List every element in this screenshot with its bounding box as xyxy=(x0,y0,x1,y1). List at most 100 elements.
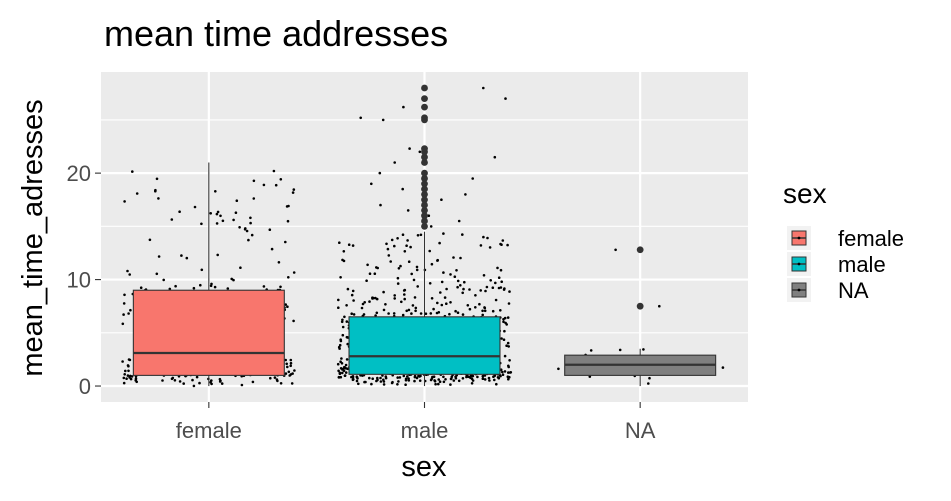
jitter-point xyxy=(557,367,560,371)
jitter-point xyxy=(336,362,340,366)
jitter-point xyxy=(122,376,126,380)
jitter-point xyxy=(148,238,152,242)
jitter-point xyxy=(497,286,501,290)
jitter-point xyxy=(162,278,165,282)
jitter-point xyxy=(135,192,139,195)
jitter-point xyxy=(285,205,289,208)
jitter-point xyxy=(495,382,498,386)
jitter-point xyxy=(658,304,661,308)
jitter-point xyxy=(483,309,487,313)
outlier-point xyxy=(421,153,428,161)
jitter-point xyxy=(209,212,212,215)
jitter-point xyxy=(290,382,294,385)
jitter-point xyxy=(482,274,486,277)
box-female xyxy=(132,162,285,387)
x-tick-label: male xyxy=(401,418,449,443)
jitter-point xyxy=(456,279,460,283)
outlier-point xyxy=(421,217,428,225)
jitter-point xyxy=(379,203,382,207)
jitter-point xyxy=(284,240,287,244)
jitter-point xyxy=(449,383,452,386)
jitter-point xyxy=(126,269,129,273)
outlier-point xyxy=(421,212,428,220)
jitter-point xyxy=(199,283,202,287)
jitter-point xyxy=(215,222,219,225)
jitter-point xyxy=(403,297,407,301)
jitter-point xyxy=(505,323,509,326)
jitter-point xyxy=(214,190,217,193)
jitter-point xyxy=(368,376,371,380)
jitter-point xyxy=(385,242,388,246)
jitter-point xyxy=(389,260,393,263)
jitter-point xyxy=(273,376,277,379)
jitter-point xyxy=(344,371,348,374)
outlier-point xyxy=(421,169,428,177)
jitter-point xyxy=(376,376,379,380)
jitter-point xyxy=(250,233,254,237)
boxes xyxy=(132,84,717,387)
jitter-point xyxy=(337,369,340,373)
jitter-point xyxy=(370,182,373,186)
jitter-point xyxy=(182,382,185,385)
jitter-point xyxy=(487,376,491,380)
jitter-point xyxy=(343,374,347,377)
jitter-point xyxy=(404,383,407,387)
jitter-point xyxy=(232,218,235,222)
jitter-point xyxy=(455,269,458,272)
jitter-point xyxy=(122,313,125,316)
jitter-point xyxy=(284,303,288,306)
jitter-point xyxy=(398,376,402,379)
jitter-point xyxy=(279,285,282,289)
jitter-point xyxy=(438,241,441,245)
jitter-point xyxy=(507,371,510,374)
jitter-point xyxy=(429,312,433,315)
jitter-point xyxy=(489,279,493,282)
jitter-point xyxy=(157,197,160,200)
legend-item: NA xyxy=(787,278,869,303)
jitter-point xyxy=(384,376,388,380)
jitter-point xyxy=(123,373,126,376)
outlier-point xyxy=(421,201,428,209)
jitter-point xyxy=(479,244,483,247)
jitter-point xyxy=(178,210,181,213)
jitter-point xyxy=(419,233,423,237)
jitter-point xyxy=(289,358,293,362)
jitter-point xyxy=(449,301,452,304)
jitter-point xyxy=(379,376,382,380)
jitter-point xyxy=(249,216,252,220)
jitter-point xyxy=(430,297,434,300)
jitter-point xyxy=(405,244,408,247)
jitter-point xyxy=(502,320,505,324)
jitter-point xyxy=(484,289,487,293)
jitter-point xyxy=(401,313,405,317)
jitter-point xyxy=(502,338,506,342)
outlier-point xyxy=(636,302,644,310)
jitter-point xyxy=(396,376,400,379)
jitter-point xyxy=(457,379,461,383)
jitter-point xyxy=(444,378,447,381)
jitter-point xyxy=(411,304,415,307)
jitter-point xyxy=(337,375,341,379)
jitter-point xyxy=(459,284,462,287)
jitter-point xyxy=(397,267,401,270)
jitter-point xyxy=(721,366,725,369)
jitter-point xyxy=(240,383,244,387)
jitter-point xyxy=(339,375,343,379)
jitter-point xyxy=(234,211,238,214)
jitter-point xyxy=(648,376,651,380)
jitter-point xyxy=(471,177,475,180)
jitter-point xyxy=(457,219,461,223)
jitter-point xyxy=(161,379,164,382)
jitter-point xyxy=(343,315,346,319)
jitter-point xyxy=(461,291,465,295)
y-tick-label: 20 xyxy=(67,161,91,186)
jitter-point xyxy=(210,282,213,286)
jitter-point xyxy=(129,308,132,312)
jitter-point xyxy=(410,312,413,315)
jitter-point xyxy=(479,289,483,292)
jitter-point xyxy=(387,312,390,315)
jitter-point xyxy=(155,272,159,276)
jitter-point xyxy=(412,278,416,282)
jitter-point xyxy=(482,235,485,239)
jitter-point xyxy=(357,382,360,386)
